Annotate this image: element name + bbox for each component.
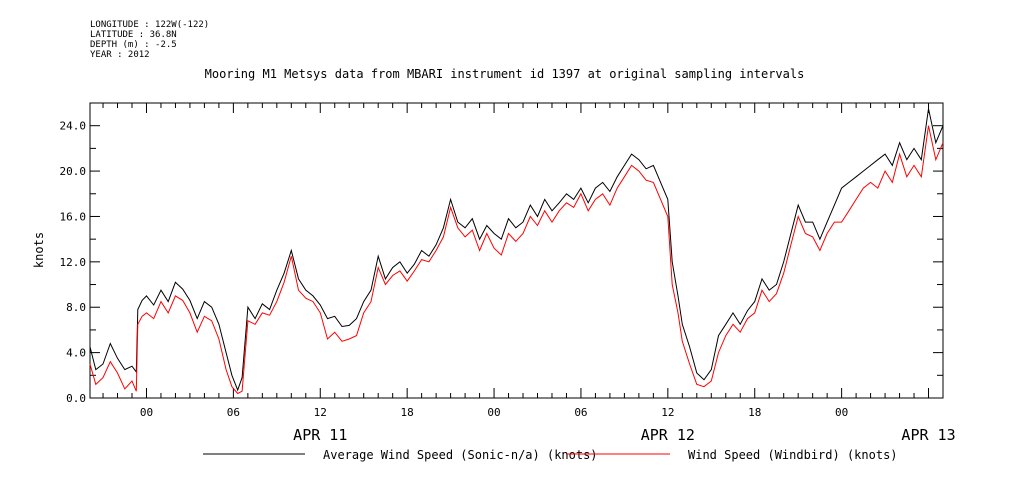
depth-label: DEPTH (m) : -2.5: [90, 40, 177, 50]
x-tick-label: 06: [227, 406, 240, 419]
year-label: YEAR : 2012: [90, 50, 150, 60]
date-label: APR 13: [901, 426, 955, 444]
x-tick-label: 18: [401, 406, 414, 419]
x-tick-label: 00: [487, 406, 500, 419]
legend: Average Wind Speed (Sonic-n/a) (knots) Wi…: [203, 448, 898, 462]
plot-axes: 0.0 4.0 8.0 12.0 16.0 20.0 24.0 00 06 12 18 00 06 12 1…: [60, 102, 956, 444]
legend-label: Wind Speed (Windbird) (knots): [688, 448, 898, 462]
series-layer: [89, 108, 944, 395]
series-line-average-wind-speed: [89, 108, 944, 392]
x-tick-label: 18: [748, 406, 761, 419]
y-tick-label: 24.0: [60, 120, 87, 133]
y-tick-label: 12.0: [60, 256, 87, 269]
x-tick-label: 00: [140, 406, 153, 419]
x-tick-label: 06: [574, 406, 587, 419]
y-tick-label: 0.0: [66, 392, 86, 405]
x-tick-label: 12: [661, 406, 674, 419]
metadata-header: LONGITUDE : 122W(-122) LATITUDE : 36.8N …: [90, 20, 209, 60]
chart-title: Mooring M1 Metsys data from MBARI instru…: [204, 67, 805, 81]
legend-label: Average Wind Speed (Sonic-n/a) (knots): [323, 448, 598, 462]
x-tick-label: 00: [835, 406, 848, 419]
x-tick-label: 12: [314, 406, 327, 419]
series-line-windbird-wind-speed: [89, 125, 944, 395]
longitude-label: LONGITUDE : 122W(-122): [90, 20, 210, 30]
y-tick-label: 16.0: [60, 210, 87, 223]
y-tick-label: 8.0: [66, 301, 86, 314]
date-label: APR 11: [293, 426, 347, 444]
y-tick-label: 4.0: [66, 347, 86, 360]
date-label: APR 12: [641, 426, 695, 444]
y-axis-label: knots: [32, 232, 46, 268]
latitude-label: LATITUDE : 36.8N: [90, 30, 177, 40]
plot-frame: [89, 102, 944, 399]
y-tick-label: 20.0: [60, 165, 87, 178]
